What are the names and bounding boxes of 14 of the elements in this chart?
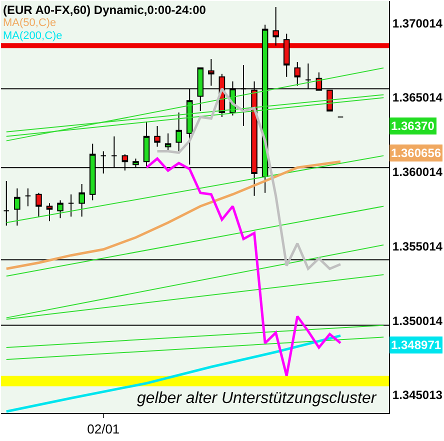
y-tick-label: 1.360014 [392, 165, 443, 180]
y-tick-label: 1.345013 [392, 388, 443, 402]
y-tick-label: 1.355014 [392, 239, 443, 254]
text: MA(200,C)e [3, 30, 62, 42]
chart-title: (EUR A0-FX,60) Dynamic,0:00-24:00 [3, 3, 206, 17]
x-tick-label: 02/01 [87, 422, 120, 437]
text: 1.348971 [391, 338, 442, 352]
band-label: gelber alter Unterstützungscluster [137, 390, 377, 407]
y-tick-label: 1.350014 [392, 314, 443, 328]
text: 1.36370 [391, 119, 435, 133]
y-tick-label: 1.370014 [392, 16, 443, 30]
text: 1.360656 [391, 146, 442, 160]
text: MA(50,C)e [3, 17, 56, 29]
y-tick-label: 1.365014 [392, 90, 443, 105]
